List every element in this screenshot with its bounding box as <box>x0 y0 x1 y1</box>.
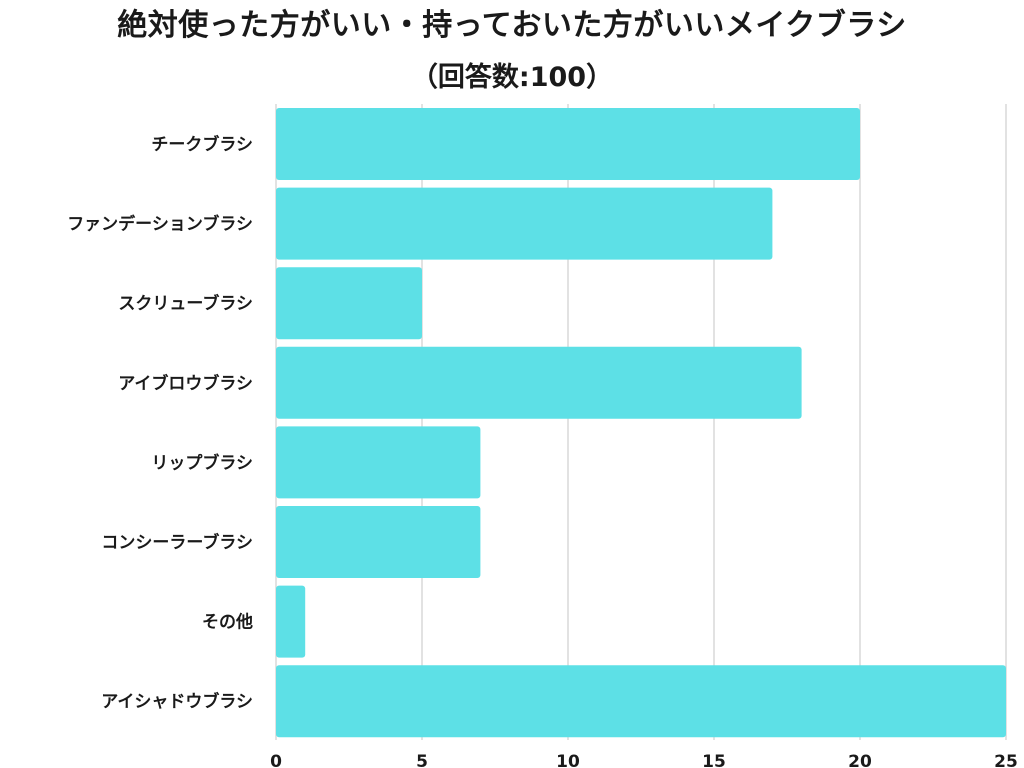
bar <box>276 108 860 180</box>
category-label: チークブラシ <box>151 134 253 155</box>
bar <box>276 506 481 578</box>
bar <box>276 187 773 260</box>
category-label: コンシーラーブラシ <box>101 532 253 553</box>
x-tick-label: 5 <box>416 752 428 768</box>
bar <box>276 585 306 658</box>
x-tick-label: 10 <box>556 752 580 768</box>
x-tick-label: 0 <box>270 752 282 768</box>
x-axis-ticks: 0 5 10 15 20 25 <box>270 752 1018 768</box>
bars <box>276 108 1006 738</box>
category-label: アイブロウブラシ <box>118 373 253 394</box>
category-label: アイシャドウブラシ <box>101 691 253 712</box>
bar <box>276 346 802 419</box>
category-label: その他 <box>202 612 253 633</box>
bar <box>276 267 422 340</box>
category-labels: チークブラシファンデーションブラシスクリューブラシアイブロウブラシリップブラシコ… <box>67 134 253 712</box>
bar <box>276 665 1006 738</box>
category-label: リップブラシ <box>151 452 253 473</box>
chart-subtitle: （回答数:100） <box>410 62 614 93</box>
bar <box>276 426 481 499</box>
chart-title: 絶対使った方がいい・持っておいた方がいいメイクブラシ <box>117 8 907 43</box>
x-tick-label: 15 <box>702 752 726 768</box>
x-tick-label: 25 <box>994 752 1018 768</box>
x-tick-label: 20 <box>848 752 872 768</box>
category-label: スクリューブラシ <box>118 293 253 314</box>
category-label: ファンデーションブラシ <box>67 214 253 235</box>
